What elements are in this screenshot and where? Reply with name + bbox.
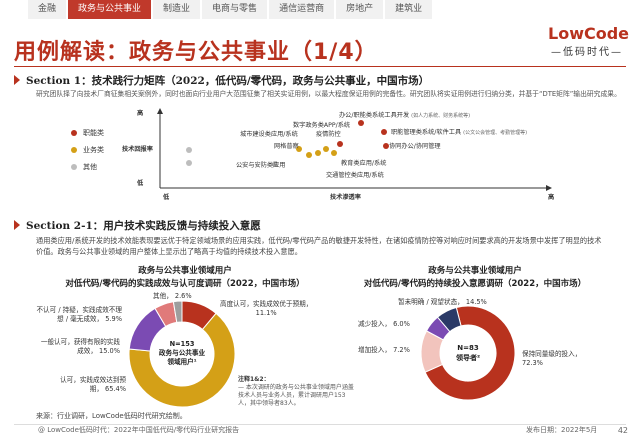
matrix-point bbox=[186, 147, 192, 153]
logo-subtext: —低码时代— bbox=[551, 47, 623, 58]
matrix-point bbox=[323, 146, 329, 152]
chart2-title: 政务与公共事业领域用户 对低代码/零代码的持续投入意愿调研（2022，中国市场） bbox=[363, 266, 587, 289]
pie-value-label: 72.3% bbox=[522, 358, 543, 367]
pie-value-label: 14.5% bbox=[465, 298, 487, 306]
pie-value-label: 11.1% bbox=[255, 308, 277, 317]
y-axis-high: 高 bbox=[137, 110, 144, 117]
pie-value-label: 7.2% bbox=[393, 346, 410, 354]
pie-value-label: 6.0% bbox=[393, 320, 410, 328]
section1-title: Section 1：技术践行力矩阵（2022，低代码/零代码，政务与公共事业，中… bbox=[26, 75, 430, 87]
pie-value-label: 15.0% bbox=[99, 346, 120, 355]
matrix-point bbox=[331, 150, 337, 156]
pie-label: 减少投入， 6.0% bbox=[358, 320, 410, 328]
pie-value-label: 2.6% bbox=[174, 292, 192, 300]
section-marker-icon bbox=[14, 220, 20, 230]
chart2-center-label: N=83 领导者² bbox=[455, 344, 481, 362]
footer-text: @ LowCode低码时代：2022年中国低代码/零代码行业研究报告 bbox=[38, 426, 240, 434]
matrix-point bbox=[383, 143, 389, 149]
chart-notes: 注释1&2： — 本次调研的政务与公共事业领域用户涵盖技术人员与业务人员，累计调… bbox=[238, 376, 354, 407]
chart1-title: 政务与公共事业领域用户 对低代码/零代码的实践成效与认可度调研（2022，中国市… bbox=[65, 266, 305, 289]
tab-finance[interactable]: 金融 bbox=[28, 0, 67, 19]
title-divider bbox=[14, 66, 626, 67]
tab-telecom[interactable]: 通信运营商 bbox=[269, 0, 335, 19]
pie-label: 不认可 / 持疑，实践成效不理想 / 毫无成效， 5.9% bbox=[36, 306, 122, 323]
matrix-label: 交通管控类应用/系统 bbox=[326, 172, 384, 179]
logo: LowCode —低码时代— bbox=[548, 24, 630, 58]
pie-label: 认可，实践成效达到预期， 65.4% bbox=[60, 376, 126, 393]
logo-text: LowCode bbox=[548, 24, 630, 43]
section1-description: 研究团队择了向技术厂商征集相关案例外，同时也面向行业用户大范围征集了相关实证用例… bbox=[36, 90, 621, 98]
matrix-label: 城市建设类应用/系统 bbox=[240, 131, 298, 138]
matrix-label: 公安与安防类应用 bbox=[236, 162, 286, 169]
y-axis-label: 技术回报率 bbox=[122, 146, 153, 153]
matrix-label: 协同办公/协同管理 bbox=[389, 143, 441, 150]
publish-date: 发布日期：2022年5月 bbox=[526, 426, 598, 434]
dte-matrix-axes bbox=[157, 108, 552, 191]
page-title: 用例解读：政务与公共事业（1/4） bbox=[14, 40, 378, 65]
matrix-point bbox=[272, 161, 278, 167]
section-marker-icon bbox=[14, 75, 20, 85]
y-axis-low: 低 bbox=[137, 180, 144, 187]
pie-label: 增加投入， 7.2% bbox=[358, 346, 410, 354]
matrix-label: 职能管理类系统/软件工具 (公文公会管理、考勤管理等) bbox=[391, 129, 528, 136]
pie-slice bbox=[424, 305, 516, 401]
legend-dot-icon bbox=[71, 130, 77, 136]
pie-label: 其他， 2.6% bbox=[153, 292, 192, 300]
chart1-center-label: N=153 政务与公共事业 领域用户¹ bbox=[158, 340, 206, 366]
pie-slice bbox=[436, 306, 462, 333]
pie-value-label: 65.4% bbox=[105, 384, 126, 393]
pie-slice bbox=[128, 312, 236, 408]
pie-label: 一般认可，获得有限的实践成效， 15.0% bbox=[40, 338, 120, 355]
industry-tabs: 金融 政务与公共事业 制造业 电商与零售 通信运营商 房地产 建筑业 bbox=[28, 0, 433, 19]
tab-manufacturing[interactable]: 制造业 bbox=[153, 0, 201, 19]
pie-label: 暂未明确 / 观望状态， 14.5% bbox=[398, 298, 487, 306]
matrix-point bbox=[381, 129, 387, 135]
x-axis-high: 高 bbox=[548, 194, 555, 201]
legend-item-function: 职能类 bbox=[71, 128, 104, 138]
matrix-label: 办公/职能类系统工具开发 (如人力系统、财务系统等) bbox=[339, 112, 471, 119]
matrix-point bbox=[358, 120, 364, 126]
matrix-point bbox=[296, 146, 302, 152]
tab-ecommerce[interactable]: 电商与零售 bbox=[202, 0, 268, 19]
tab-realestate[interactable]: 房地产 bbox=[336, 0, 384, 19]
matrix-label: 疫情防控 bbox=[316, 131, 341, 138]
pie-value-label: 5.9% bbox=[105, 314, 122, 323]
chart1-donut bbox=[128, 300, 236, 408]
chart2-donut bbox=[420, 305, 516, 401]
matrix-label: 网格普察 bbox=[274, 143, 299, 150]
matrix-point bbox=[315, 150, 321, 156]
section1-heading: Section 1：技术践行力矩阵（2022，低代码/零代码，政务与公共事业，中… bbox=[14, 73, 430, 88]
legend-dot-icon bbox=[71, 164, 77, 170]
legend-dot-icon bbox=[71, 147, 77, 153]
section2-description: 通用类应用/系统开发的技术效能表现要远优于特定领域场景的应用实践，低代码/零代码… bbox=[36, 236, 602, 256]
tab-construction[interactable]: 建筑业 bbox=[385, 0, 433, 19]
pie-label: 保持同量级的投入， 72.3% bbox=[522, 350, 582, 367]
x-axis-label: 技术渗透率 bbox=[330, 194, 361, 201]
footer-divider bbox=[14, 424, 626, 425]
section2-title: Section 2-1：用户技术实践反馈与持续投入意愿 bbox=[26, 220, 261, 232]
source-note: 来源：行业调研，LowCode低码时代研究绘制。 bbox=[36, 412, 187, 420]
pie-label: 高度认可，实践成效优于预期， 11.1% bbox=[220, 300, 313, 317]
section2-heading: Section 2-1：用户技术实践反馈与持续投入意愿 bbox=[14, 218, 261, 233]
pie-slice bbox=[172, 300, 183, 324]
matrix-point bbox=[186, 160, 192, 166]
x-axis-low: 低 bbox=[163, 194, 170, 201]
page-number: 42 bbox=[617, 426, 628, 435]
matrix-label: 教育类应用/系统 bbox=[341, 160, 387, 167]
matrix-label: 数字政务类APP/系统 bbox=[293, 122, 351, 129]
matrix-point bbox=[306, 152, 312, 158]
matrix-point bbox=[337, 141, 343, 147]
legend-item-business: 业务类 bbox=[71, 145, 104, 155]
tab-government[interactable]: 政务与公共事业 bbox=[68, 0, 152, 19]
legend-item-other: 其他 bbox=[71, 162, 97, 172]
